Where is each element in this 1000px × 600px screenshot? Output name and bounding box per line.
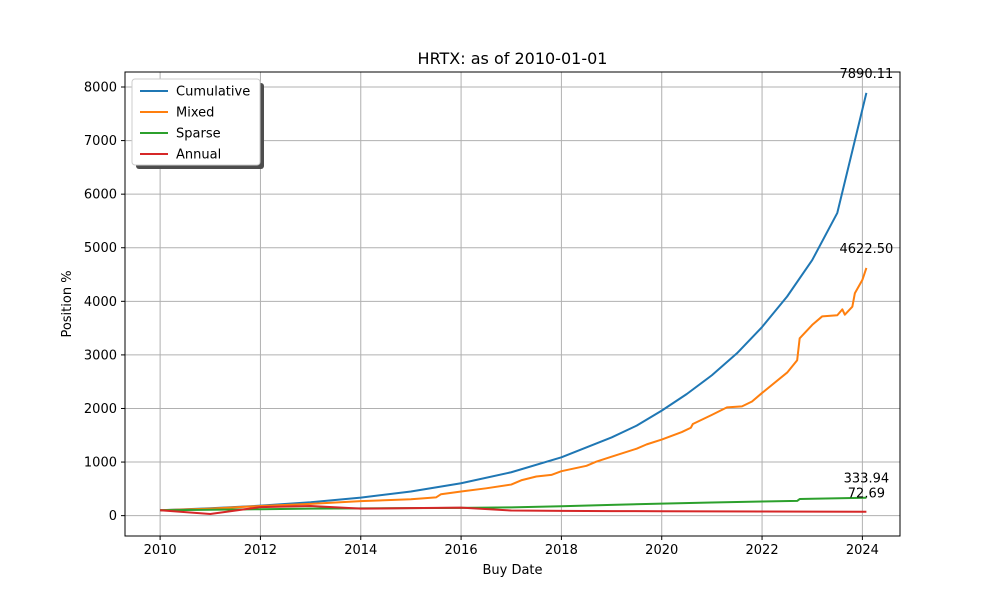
x-tick-label: 2012 — [244, 543, 277, 558]
legend-label-cumulative: Cumulative — [176, 85, 250, 100]
legend-label-annual: Annual — [176, 148, 221, 163]
end-label-cumulative: 7890.11 — [840, 67, 894, 82]
series-line-cumulative — [160, 92, 868, 512]
y-tick-label: 7000 — [84, 134, 117, 149]
x-tick-label: 2016 — [445, 543, 478, 558]
series-line-sparse — [160, 496, 867, 512]
series-line-annual — [160, 505, 867, 516]
y-axis-title: Position % — [60, 270, 75, 337]
y-tick-label: 6000 — [84, 188, 117, 203]
series-line-mixed — [160, 267, 868, 512]
x-tick-label: 2020 — [645, 543, 678, 558]
y-tick-label: 3000 — [84, 348, 117, 363]
y-tick-label: 1000 — [84, 456, 117, 471]
legend-label-mixed: Mixed — [176, 106, 214, 121]
plot-frame — [124, 71, 901, 537]
x-tick-label: 2018 — [545, 543, 578, 558]
grid — [125, 72, 900, 536]
series-layer — [160, 92, 868, 516]
y-tick-label: 0 — [109, 509, 117, 524]
end-label-sparse: 333.94 — [844, 472, 890, 487]
y-tick-label: 2000 — [84, 402, 117, 417]
x-tick-label: 2010 — [144, 543, 177, 558]
chart-title: HRTX: as of 2010-01-01 — [418, 49, 608, 68]
legend-box — [131, 78, 261, 166]
x-tick-label: 2014 — [344, 543, 377, 558]
legend: Cumulative Mixed Sparse Annual — [131, 78, 264, 169]
legend-label-sparse: Sparse — [176, 127, 221, 142]
y-tick-label: 4000 — [84, 295, 117, 310]
ticks: 2010 2012 2014 2016 2018 2020 2022 2024 0 1000 200… — [84, 81, 879, 558]
y-tick-label: 8000 — [84, 81, 117, 96]
end-label-mixed: 4622.50 — [840, 242, 894, 257]
x-tick-label: 2024 — [846, 543, 879, 558]
y-tick-label: 5000 — [84, 241, 117, 256]
end-label-annual: 72.69 — [848, 487, 885, 502]
x-axis-title: Buy Date — [482, 563, 542, 578]
x-tick-label: 2022 — [746, 543, 779, 558]
